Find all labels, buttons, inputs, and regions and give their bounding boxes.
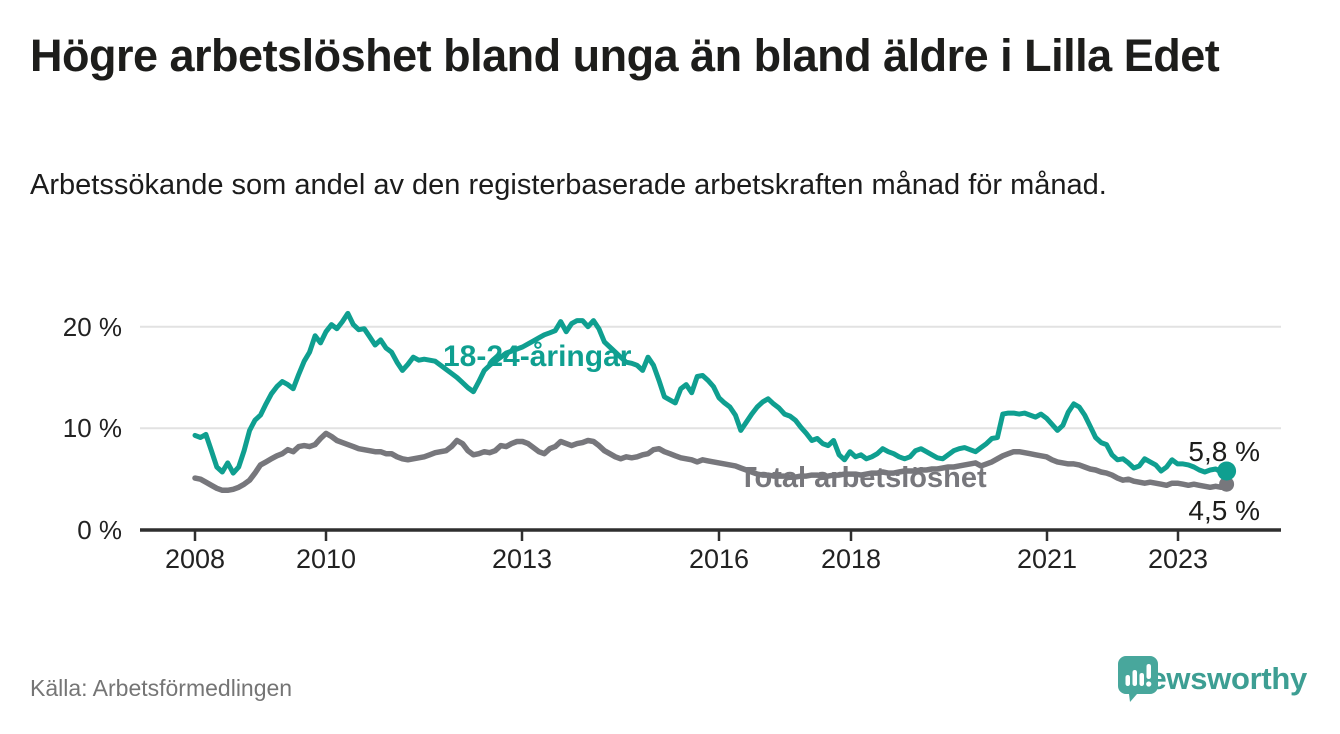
newsworthy-logo: Newsworthy (1117, 655, 1307, 703)
x-axis-label-2008: 2008 (164, 544, 226, 574)
source-note: Källa: Arbetsförmedlingen (30, 675, 293, 701)
youth-series-label: 18-24-åringar (443, 340, 632, 373)
x-axis-label-2010: 2010 (295, 544, 357, 574)
x-axis-label-2013: 2013 (491, 544, 553, 574)
total-end-dot (1219, 476, 1235, 492)
x-axis-label-2023: 2023 (1147, 544, 1209, 574)
y-axis-label-20: 20 % (62, 312, 122, 342)
x-axis-label-2021: 2021 (1016, 544, 1078, 574)
x-axis-label-2018: 2018 (820, 544, 882, 574)
total-end-value-label: 4,5 % (1188, 495, 1260, 526)
page-title: Högre arbetslöshet bland unga än bland ä… (30, 30, 1220, 81)
youth-unemployment-line (192, 310, 1230, 476)
y-axis-label-0: 0 % (77, 515, 122, 545)
youth-end-dot (1217, 461, 1237, 481)
total-series-label: Total arbetslöshet (739, 462, 987, 494)
youth-end-value-label: 5,8 % (1188, 436, 1260, 467)
page-subtitle: Arbetssökande som andel av den registerb… (30, 169, 1107, 201)
x-axis-ticks (193, 531, 1180, 541)
y-axis-label-10: 10 % (62, 413, 122, 443)
total-unemployment-line (192, 430, 1230, 494)
x-axis-label-2016: 2016 (688, 544, 750, 574)
